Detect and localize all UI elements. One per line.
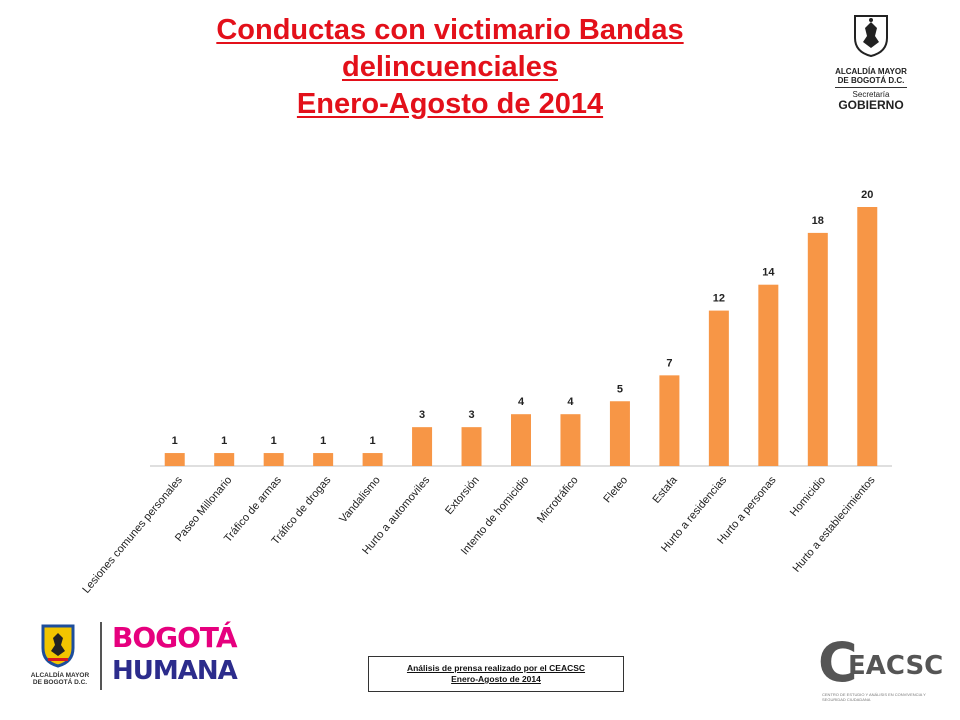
ceacsc-c-letter: C [818, 631, 858, 694]
brand-humana: HUMANA [112, 656, 238, 686]
data-label: 1 [370, 435, 376, 447]
data-label: 1 [221, 435, 227, 447]
data-label: 14 [762, 267, 775, 279]
x-tick-label: Estafa [650, 474, 680, 506]
bar [362, 453, 383, 466]
logo-line-4: GOBIERNO [838, 98, 904, 112]
coat-of-arms-icon [854, 15, 888, 58]
data-label: 3 [419, 409, 425, 421]
data-label: 1 [320, 435, 326, 447]
ceacsc-logo: C EACSC CENTRO DE ESTUDIO Y ANÁLISIS EN … [818, 631, 943, 706]
chart-title: Conductas con victimario Bandas delincue… [140, 12, 760, 123]
x-tick-label: Vandalismo [337, 474, 383, 525]
logo-line-3: Secretaría [852, 90, 890, 99]
data-label: 3 [468, 409, 474, 421]
x-tick-label: Fleteo [601, 474, 630, 505]
ceacsc-tagline: CENTRO DE ESTUDIO Y ANÁLISIS EN CONVIVEN… [822, 692, 926, 702]
bar [461, 427, 482, 466]
alcaldia-gobierno-logo: ALCALDÍA MAYOR DE BOGOTÁ D.C. Secretaría… [826, 14, 916, 114]
data-label: 4 [518, 396, 525, 408]
bogota-humana-logo: ALCALDÍA MAYOR DE BOGOTÁ D.C. BOGOTÁ HUM… [30, 618, 238, 698]
ceacsc-wordmark: EACSC [848, 651, 944, 681]
logo-line-2: DE BOGOTÁ D.C. [837, 76, 905, 85]
bar [511, 414, 531, 466]
data-label: 4 [567, 396, 574, 408]
data-label: 18 [812, 215, 824, 227]
bar [214, 453, 235, 466]
data-label: 12 [713, 293, 725, 305]
logo-caption-1: ALCALDÍA MAYOR [30, 672, 90, 679]
logo-line-1: ALCALDÍA MAYOR [835, 67, 907, 76]
x-tick-label: Homicidio [788, 474, 828, 519]
logo-divider [100, 622, 102, 690]
title-line-1: Conductas con victimario Bandas [216, 14, 684, 46]
bar [263, 453, 284, 466]
logo-divider [835, 87, 907, 88]
x-tick-label: Microtráfico [535, 474, 581, 525]
data-label: 7 [666, 357, 672, 369]
bar [560, 414, 581, 466]
bar [659, 375, 680, 466]
brand-bogota: BOGOTÁ [112, 621, 238, 654]
coat-of-arms-icon [41, 624, 75, 668]
bar [609, 401, 630, 466]
data-label: 1 [172, 435, 178, 447]
logo-caption-2: DE BOGOTÁ D.C. [32, 679, 88, 686]
title-line-3: Enero-Agosto de 2014 [296, 88, 604, 120]
x-tick-label: Lesiones comunes personales [80, 474, 185, 596]
logo-caption: ALCALDÍA MAYOR DE BOGOTÁ D.C. [30, 672, 90, 686]
source-line-2: Enero-Agosto de 2014 [451, 674, 541, 684]
data-label: 1 [271, 435, 277, 447]
bar [313, 453, 334, 466]
x-tick-label: Extorsión [443, 474, 482, 517]
bar [412, 427, 433, 466]
bar [857, 207, 878, 466]
x-tick-label: Hurto a establecimientos [791, 474, 878, 575]
source-line-1: Análisis de prensa realizado por el CEAC… [406, 663, 586, 673]
bar [708, 310, 729, 466]
bar [164, 453, 185, 466]
bar [807, 232, 828, 466]
source-note: Análisis de prensa realizado por el CEAC… [368, 656, 624, 692]
data-label: 5 [617, 383, 623, 395]
data-label: 20 [861, 189, 873, 201]
bar [758, 284, 779, 466]
title-line-2: delincuenciales [342, 51, 558, 83]
